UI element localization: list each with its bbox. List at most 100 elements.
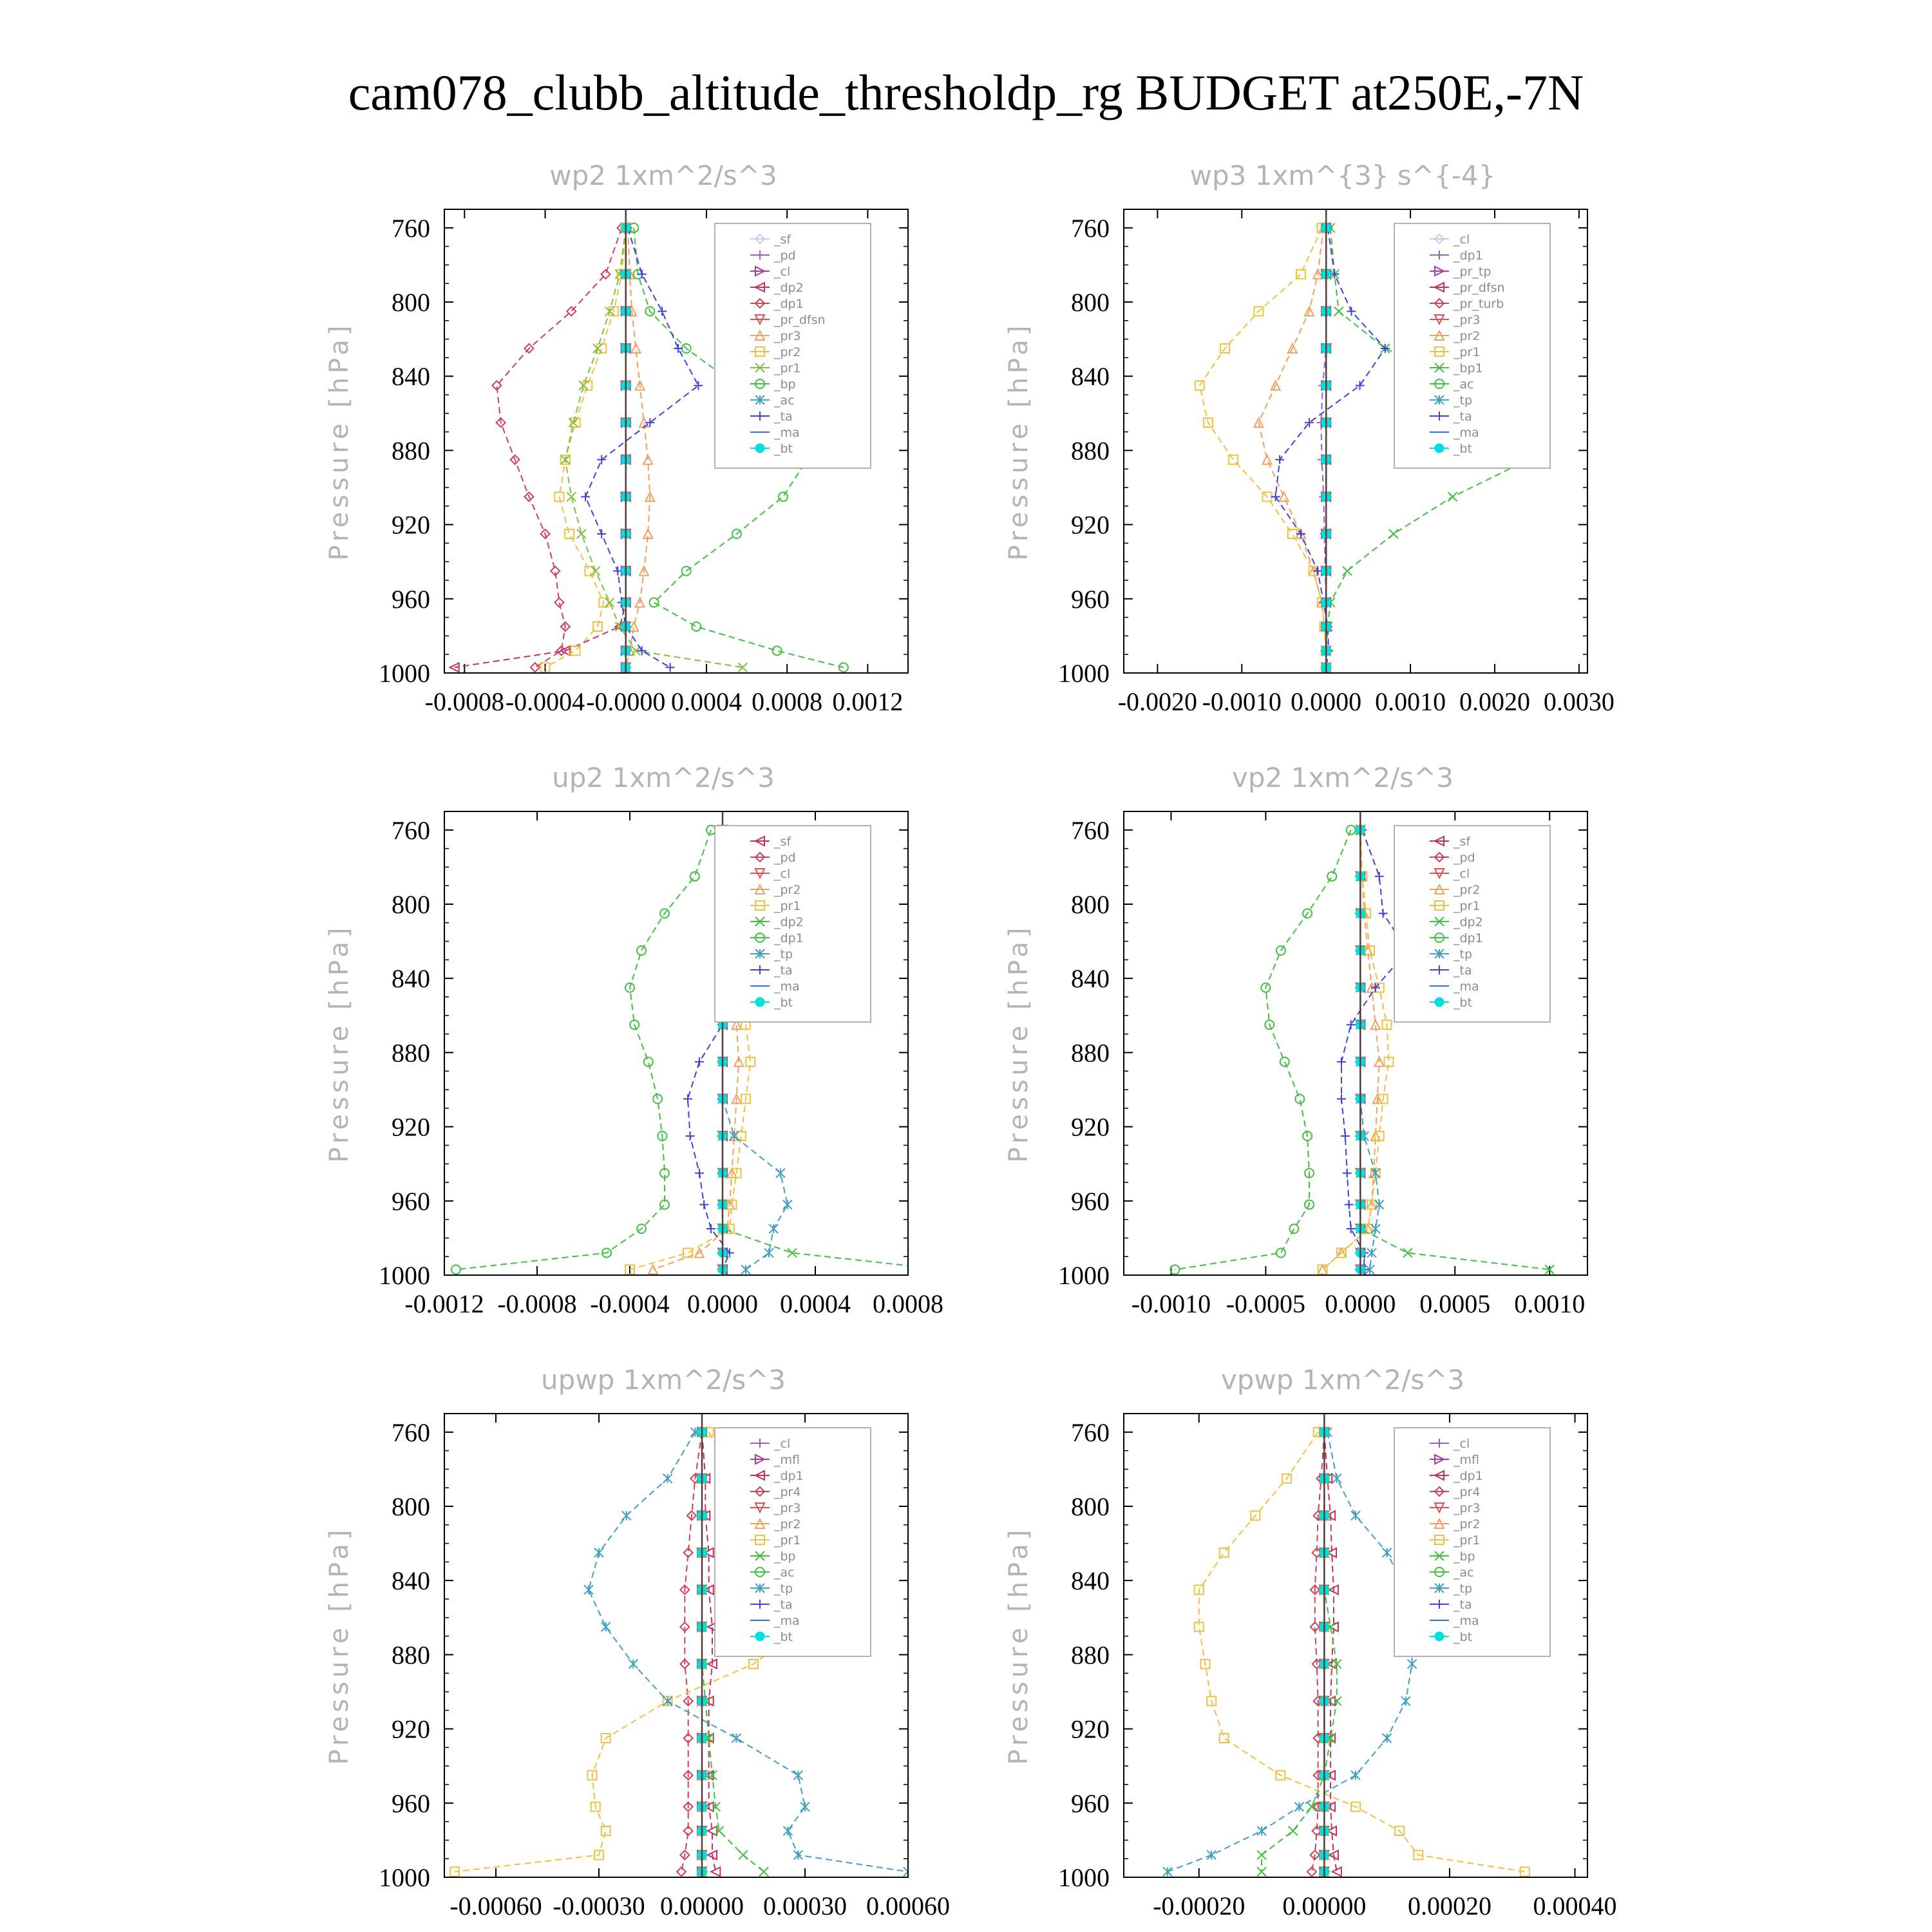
y-axis-label: Pressure [hPa] xyxy=(1004,1526,1034,1765)
data-point xyxy=(592,343,603,354)
legend-box xyxy=(1394,1427,1551,1657)
legend-label: _pd xyxy=(1453,851,1475,865)
data-point xyxy=(1304,1168,1314,1179)
legend-label: _pr2 xyxy=(773,883,800,897)
legend-marker xyxy=(1434,329,1445,341)
data-point xyxy=(566,491,576,502)
data-point xyxy=(554,597,565,608)
data-point xyxy=(1302,908,1313,919)
data-point xyxy=(1306,1866,1318,1877)
y-tick-label: 840 xyxy=(392,1566,430,1595)
data-point xyxy=(636,1224,647,1234)
series-line xyxy=(564,227,743,668)
data-point xyxy=(707,1770,717,1781)
y-tick-label: 800 xyxy=(392,1492,430,1521)
panel-title: vp2 1xm^2/s^3 xyxy=(1232,762,1454,793)
data-point xyxy=(662,1473,673,1484)
x-tick-label: 0.0004 xyxy=(671,687,742,716)
data-point xyxy=(1372,1093,1383,1104)
legend-label: _cl xyxy=(1453,867,1470,881)
legend-marker xyxy=(1434,916,1444,927)
legend-marker xyxy=(1434,363,1444,373)
data-point xyxy=(647,1264,659,1275)
data-point xyxy=(600,1826,611,1836)
legend-label: _dp1 xyxy=(1453,931,1483,945)
y-axis-label: Pressure [hPa] xyxy=(1004,924,1034,1163)
data-point xyxy=(1220,343,1231,354)
legend-label: _mfl xyxy=(773,1453,800,1467)
data-point xyxy=(1193,1584,1204,1595)
chart-panel: up2 1xm^2/s^3 Pressure [hPa] 760 800 840 880 9… xyxy=(325,762,947,1318)
data-point xyxy=(1374,1199,1385,1210)
y-tick-label: 840 xyxy=(392,362,430,391)
x-tick-label: -0.00060 xyxy=(450,1891,542,1920)
data-point xyxy=(1340,1132,1350,1141)
legend-label: _cl xyxy=(773,867,790,881)
legend-label: _pr1 xyxy=(1453,345,1480,359)
data-point xyxy=(659,908,670,919)
y-axis-label: Pressure [hPa] xyxy=(1004,322,1034,561)
legend-label: _pr3 xyxy=(773,329,800,343)
panel-title: wp3 1xm^{3} s^{-4} xyxy=(1190,160,1496,191)
x-tick-label: 0.0030 xyxy=(1544,687,1615,716)
legend-marker xyxy=(754,233,766,245)
data-point xyxy=(1367,1247,1377,1258)
data-point xyxy=(600,269,611,280)
data-point xyxy=(638,565,650,576)
data-point xyxy=(604,597,615,608)
data-point xyxy=(1374,1056,1385,1067)
data-point xyxy=(1370,1168,1381,1179)
data-point xyxy=(1253,306,1264,317)
data-point xyxy=(1162,1866,1173,1877)
legend-label: _bt xyxy=(1453,442,1472,456)
data-point xyxy=(1381,1019,1392,1030)
data-point xyxy=(683,1801,694,1812)
x-tick-label: -0.0004 xyxy=(590,1289,669,1318)
data-point xyxy=(634,596,646,608)
data-point xyxy=(570,417,581,428)
data-point xyxy=(683,1547,694,1558)
legend-marker xyxy=(1435,412,1444,421)
legend-marker xyxy=(755,1600,764,1609)
y-tick-label: 800 xyxy=(1071,890,1110,919)
series-line xyxy=(1198,227,1327,668)
x-tick-label: -0.00020 xyxy=(1153,1891,1245,1920)
data-point xyxy=(938,1265,947,1274)
data-point xyxy=(560,621,571,632)
data-point xyxy=(1289,1224,1300,1234)
legend-label: _ac xyxy=(1453,1566,1474,1580)
data-point xyxy=(630,342,642,354)
data-point xyxy=(903,1866,908,1877)
data-point xyxy=(1218,1733,1229,1743)
data-point xyxy=(1336,1057,1346,1066)
data-point xyxy=(1294,1801,1305,1812)
data-point xyxy=(691,621,702,632)
legend-marker xyxy=(755,1551,765,1561)
data-point xyxy=(657,1131,668,1141)
legend-marker xyxy=(1434,1551,1444,1561)
data-point xyxy=(703,1584,714,1596)
data-point xyxy=(683,1770,694,1781)
data-point xyxy=(782,1199,793,1210)
legend-label: _pr4 xyxy=(1453,1485,1480,1499)
data-point xyxy=(1250,1510,1261,1521)
legend-label: _bt xyxy=(1453,1630,1472,1644)
x-tick-label: -0.0010 xyxy=(1202,687,1282,716)
legend-marker xyxy=(1434,265,1446,277)
x-tick-label: 0.0000 xyxy=(1291,687,1361,716)
data-point xyxy=(625,982,635,993)
data-point xyxy=(745,1056,756,1067)
data-point xyxy=(1287,342,1298,354)
data-point xyxy=(1350,1770,1361,1781)
y-tick-label: 920 xyxy=(1071,1715,1110,1744)
data-point xyxy=(560,454,571,465)
legend-label: _cl xyxy=(773,1437,790,1451)
data-point xyxy=(1200,1658,1211,1669)
data-point xyxy=(556,645,567,656)
data-point xyxy=(731,529,742,539)
data-point xyxy=(699,1200,709,1209)
data-point xyxy=(1401,1696,1411,1707)
y-tick-label: 800 xyxy=(392,890,430,919)
data-point xyxy=(1350,1801,1361,1812)
data-point xyxy=(601,1247,612,1258)
